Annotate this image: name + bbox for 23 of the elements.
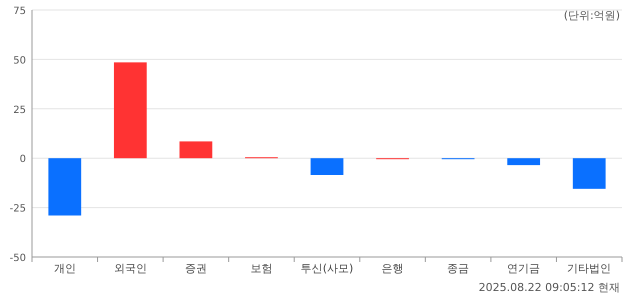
x-tick-label: 보험 (250, 262, 272, 275)
x-tick-label: 연기금 (507, 262, 540, 275)
x-tick-label: 증권 (184, 262, 207, 275)
y-tick-label: 25 (13, 104, 26, 116)
x-tick-label: 은행 (382, 262, 404, 275)
x-tick-label: 기타법인 (567, 262, 612, 275)
bar (114, 62, 147, 158)
x-tick-label: 개인 (54, 262, 76, 275)
x-tick-label: 투신(사모) (300, 262, 354, 275)
bar (180, 141, 212, 158)
bar (507, 158, 540, 166)
x-tick-label: 종금 (447, 262, 470, 275)
bar (310, 158, 344, 175)
bar (48, 158, 82, 216)
bar (572, 158, 606, 189)
y-tick-label: 50 (13, 55, 26, 66)
y-tick-label: 75 (13, 6, 26, 17)
y-tick-label: -25 (10, 204, 26, 215)
annotation: (단위:억원) (564, 9, 620, 22)
y-tick-label: -50 (10, 253, 26, 264)
x-tick-label: 외국인 (114, 262, 147, 275)
text: 2025.08.22 09:05:12 현재 (478, 281, 620, 294)
y-tick-label: 0 (20, 154, 26, 166)
